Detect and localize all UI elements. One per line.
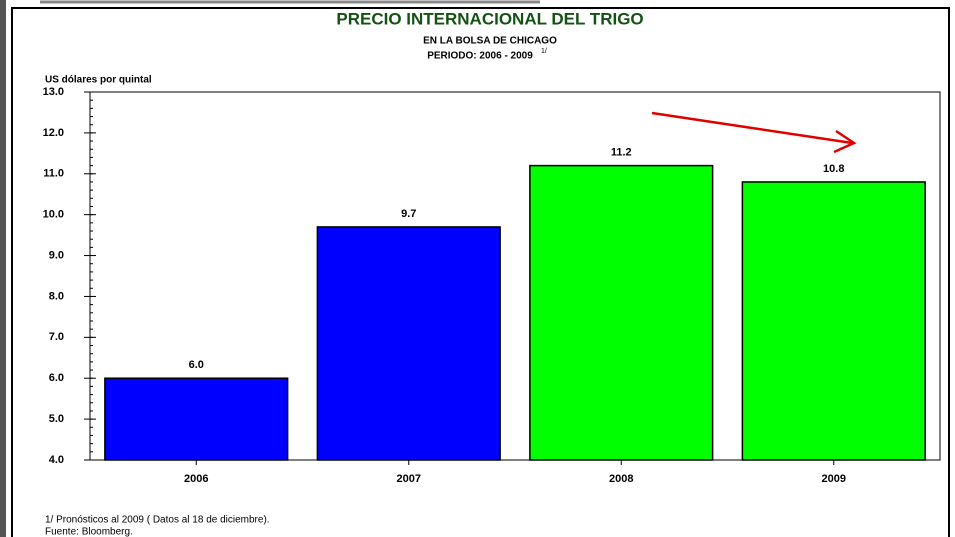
value-label: 10.8: [823, 163, 844, 175]
y-tick-label: 6.0: [49, 372, 64, 384]
bar: [316, 226, 501, 461]
trend-arrow-head: [833, 129, 857, 154]
plot-area: [89, 91, 941, 461]
footnote: 1/ Pronósticos al 2009 ( Datos al 18 de …: [45, 515, 270, 526]
bar: [529, 164, 714, 461]
y-tick-label: 11.0: [43, 168, 64, 180]
chart-title: PRECIO INTERNACIONAL DEL TRIGO: [336, 9, 643, 28]
footnote: Fuente: Bloomberg.: [45, 527, 133, 537]
y-axis-label: US dólares por quintal: [45, 75, 152, 86]
superscript: 1/: [541, 48, 547, 55]
bar: [104, 377, 289, 461]
left-strip: [0, 0, 6, 537]
value-label: 9.7: [401, 208, 416, 220]
y-tick-label: 13.0: [43, 86, 64, 98]
trend-arrow: [651, 111, 853, 145]
frame: [11, 7, 950, 537]
value-label: 11.2: [611, 147, 632, 159]
y-tick-label: 8.0: [49, 290, 64, 302]
y-tick-label: 5.0: [49, 413, 64, 425]
value-label: 6.0: [189, 359, 204, 371]
y-tick-label: 4.0: [49, 454, 64, 466]
x-tick-label: 2008: [609, 473, 633, 485]
x-tick-label: 2006: [184, 473, 208, 485]
bar: [741, 181, 926, 461]
y-tick-label: 7.0: [49, 331, 64, 343]
y-tick-label: 12.0: [43, 127, 64, 139]
chart-subtitle: PERIODO: 2006 - 2009: [427, 51, 533, 62]
x-tick-label: 2009: [822, 473, 846, 485]
y-tick-label: 10.0: [43, 209, 64, 221]
chart-subtitle: EN LA BOLSA DE CHICAGO: [423, 36, 557, 47]
y-tick-label: 9.0: [49, 249, 64, 261]
x-tick-label: 2007: [397, 473, 421, 485]
